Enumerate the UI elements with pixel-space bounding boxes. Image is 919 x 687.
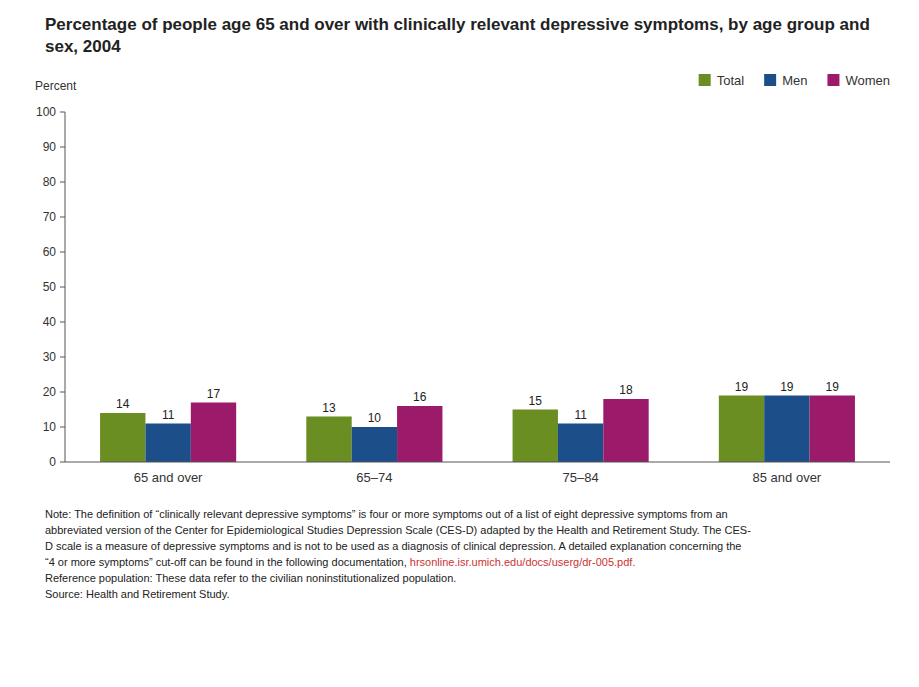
bar xyxy=(191,403,236,463)
y-tick-label: 50 xyxy=(43,280,57,294)
data-labels: 14 11 17 13 10 16 15 11 18 19 19 19 xyxy=(116,380,839,426)
bar xyxy=(764,396,809,463)
note-line: Reference population: These data refer t… xyxy=(45,570,874,586)
legend-label: Total xyxy=(717,73,745,88)
bar xyxy=(558,424,603,463)
bar xyxy=(145,424,190,463)
x-axis-line xyxy=(65,462,890,463)
y-tick xyxy=(60,462,65,463)
note-line: Note: The definition of “clinically rele… xyxy=(45,506,874,522)
note: Note: The definition of “clinically rele… xyxy=(45,508,728,520)
bar xyxy=(397,406,442,462)
data-label: 19 xyxy=(826,380,840,394)
y-tick-label: 20 xyxy=(43,385,57,399)
y-tick-label: 60 xyxy=(43,245,57,259)
y-tick xyxy=(60,147,65,148)
note-line: Source: Health and Retirement Study. xyxy=(45,586,874,602)
y-tick-label: 10 xyxy=(43,420,57,434)
legend: Total Men Women xyxy=(699,73,890,88)
notes: Note: The definition of “clinically rele… xyxy=(0,502,919,602)
y-tick-label: 80 xyxy=(43,175,57,189)
bar xyxy=(810,396,855,463)
bar xyxy=(100,413,145,462)
note-line: “4 or more symptoms” cut-off can be foun… xyxy=(45,554,874,570)
data-label: 14 xyxy=(116,397,130,411)
y-tick xyxy=(60,252,65,253)
y-axis-line xyxy=(65,112,66,462)
x-tick-label: 65–74 xyxy=(356,470,392,485)
data-label: 17 xyxy=(207,387,221,401)
x-tick-label: 85 and over xyxy=(753,470,822,485)
note: Source: Health and Retirement Study. xyxy=(45,588,229,600)
bar xyxy=(352,427,397,462)
data-label: 19 xyxy=(735,380,749,394)
bars xyxy=(100,396,855,463)
legend-label: Women xyxy=(845,73,890,88)
y-tick-label: 100 xyxy=(36,105,56,119)
x-tick-label: 65 and over xyxy=(134,470,203,485)
note-url: hrsonline.isr.umich.edu/docs/userg/dr-00… xyxy=(410,556,636,568)
note: abbreviated version of the Center for Ep… xyxy=(45,524,751,536)
legend-swatch xyxy=(699,74,711,86)
data-label: 11 xyxy=(574,408,587,422)
y-tick-label: 90 xyxy=(43,140,57,154)
data-label: 16 xyxy=(413,390,427,404)
y-tick-label: 40 xyxy=(43,315,57,329)
bar xyxy=(513,410,558,463)
chart-title: Percentage of people age 65 and over wit… xyxy=(0,0,919,62)
data-label: 11 xyxy=(162,408,175,422)
y-tick-label: 30 xyxy=(43,350,57,364)
chart: 0102030405060708090100Percent14111713101… xyxy=(0,62,919,502)
note: D scale is a measure of depressive sympt… xyxy=(45,540,741,552)
note-line: D scale is a measure of depressive sympt… xyxy=(45,538,874,554)
note-line: abbreviated version of the Center for Ep… xyxy=(45,522,874,538)
legend-label: Men xyxy=(782,73,807,88)
y-tick xyxy=(60,392,65,393)
legend-swatch xyxy=(827,74,839,86)
data-label: 15 xyxy=(529,394,543,408)
note: “4 or more symptoms” cut-off can be foun… xyxy=(45,556,407,568)
y-tick xyxy=(60,182,65,183)
y-tick xyxy=(60,357,65,358)
bar xyxy=(603,399,648,462)
y-tick xyxy=(60,427,65,428)
bar xyxy=(306,417,351,463)
y-tick xyxy=(60,322,65,323)
data-label: 10 xyxy=(368,411,382,425)
y-tick-label: 70 xyxy=(43,210,57,224)
data-label: 18 xyxy=(619,383,633,397)
note: Reference population: These data refer t… xyxy=(45,572,456,584)
y-tick xyxy=(60,217,65,218)
y-tick xyxy=(60,112,65,113)
bar xyxy=(719,396,764,463)
data-label: 19 xyxy=(780,380,794,394)
x-tick-label: 75–84 xyxy=(563,470,599,485)
legend-swatch xyxy=(764,74,776,86)
y-tick-label: 0 xyxy=(49,455,56,469)
y-tick xyxy=(60,287,65,288)
data-label: 13 xyxy=(322,401,336,415)
y-axis-label: Percent xyxy=(35,79,77,93)
